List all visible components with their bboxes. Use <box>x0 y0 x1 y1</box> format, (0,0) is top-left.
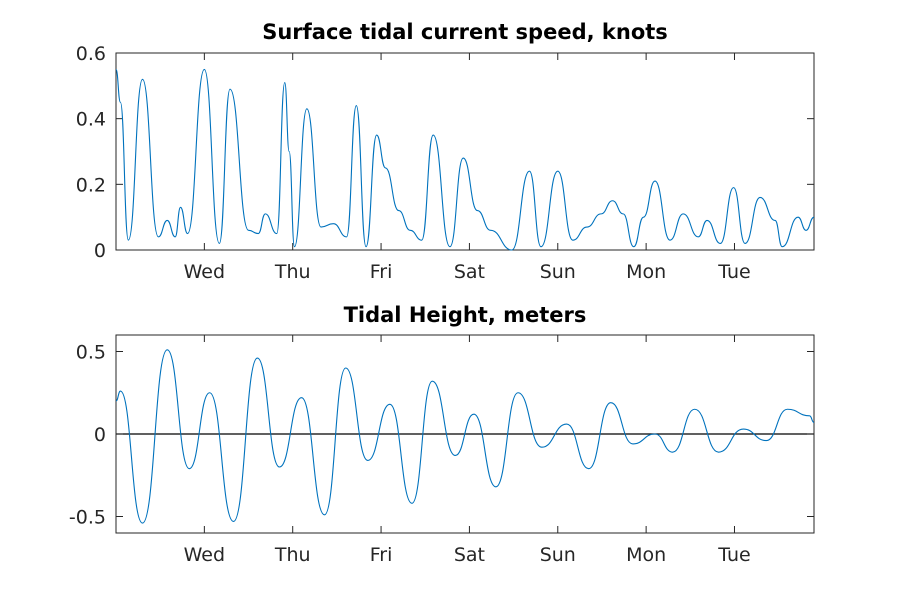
current-speed-y-tick-label: 0.4 <box>76 109 106 131</box>
current-speed-x-tick-label: Wed <box>184 261 225 283</box>
tidal-height-x-ticks: Wed Thu Fri Sat Sun Mon Tue <box>184 335 751 566</box>
current-speed-x-tick-label: Fri <box>370 261 393 283</box>
current-speed-panel: Surface tidal current speed, knots Wed Th… <box>76 20 815 283</box>
tidal-height-x-tick-label: Thu <box>274 544 311 566</box>
tidal-height-y-tick-label: 0 <box>94 424 106 446</box>
tidal-height-x-tick-label: Mon <box>626 544 666 566</box>
tidal-height-title: Tidal Height, meters <box>344 303 587 327</box>
current-speed-y-ticks: 0 0.2 0.4 0.6 <box>76 43 814 262</box>
current-speed-title: Surface tidal current speed, knots <box>262 20 668 44</box>
current-speed-y-tick-label: 0.6 <box>76 43 106 65</box>
current-speed-y-tick-label: 0 <box>94 240 106 262</box>
current-speed-x-tick-label: Mon <box>626 261 666 283</box>
tidal-height-y-tick-label: -0.5 <box>69 507 106 529</box>
current-speed-x-tick-label: Tue <box>717 261 750 283</box>
tidal-height-x-tick-label: Wed <box>184 544 225 566</box>
tidal-height-x-tick-label: Tue <box>717 544 750 566</box>
current-speed-x-ticks: Wed Thu Fri Sat Sun Mon Tue <box>184 53 751 283</box>
tidal-height-y-tick-label: 0.5 <box>76 342 106 364</box>
tidal-height-y-ticks: -0.5 0 0.5 <box>69 342 814 529</box>
tidal-height-panel: Tidal Height, meters Wed Thu Fri Sat Sun Mon T… <box>69 303 815 566</box>
current-speed-axes-box <box>115 52 815 251</box>
tidal-height-x-tick-label: Sat <box>454 544 485 566</box>
tidal-height-line <box>115 349 815 524</box>
current-speed-x-tick-label: Sat <box>454 261 485 283</box>
current-speed-x-tick-label: Thu <box>274 261 311 283</box>
current-speed-y-tick-label: 0.2 <box>76 174 106 196</box>
current-speed-x-tick-label: Sun <box>540 261 576 283</box>
tidal-height-x-tick-label: Sun <box>540 544 576 566</box>
current-speed-line <box>115 68 815 251</box>
tidal-height-x-tick-label: Fri <box>370 544 393 566</box>
